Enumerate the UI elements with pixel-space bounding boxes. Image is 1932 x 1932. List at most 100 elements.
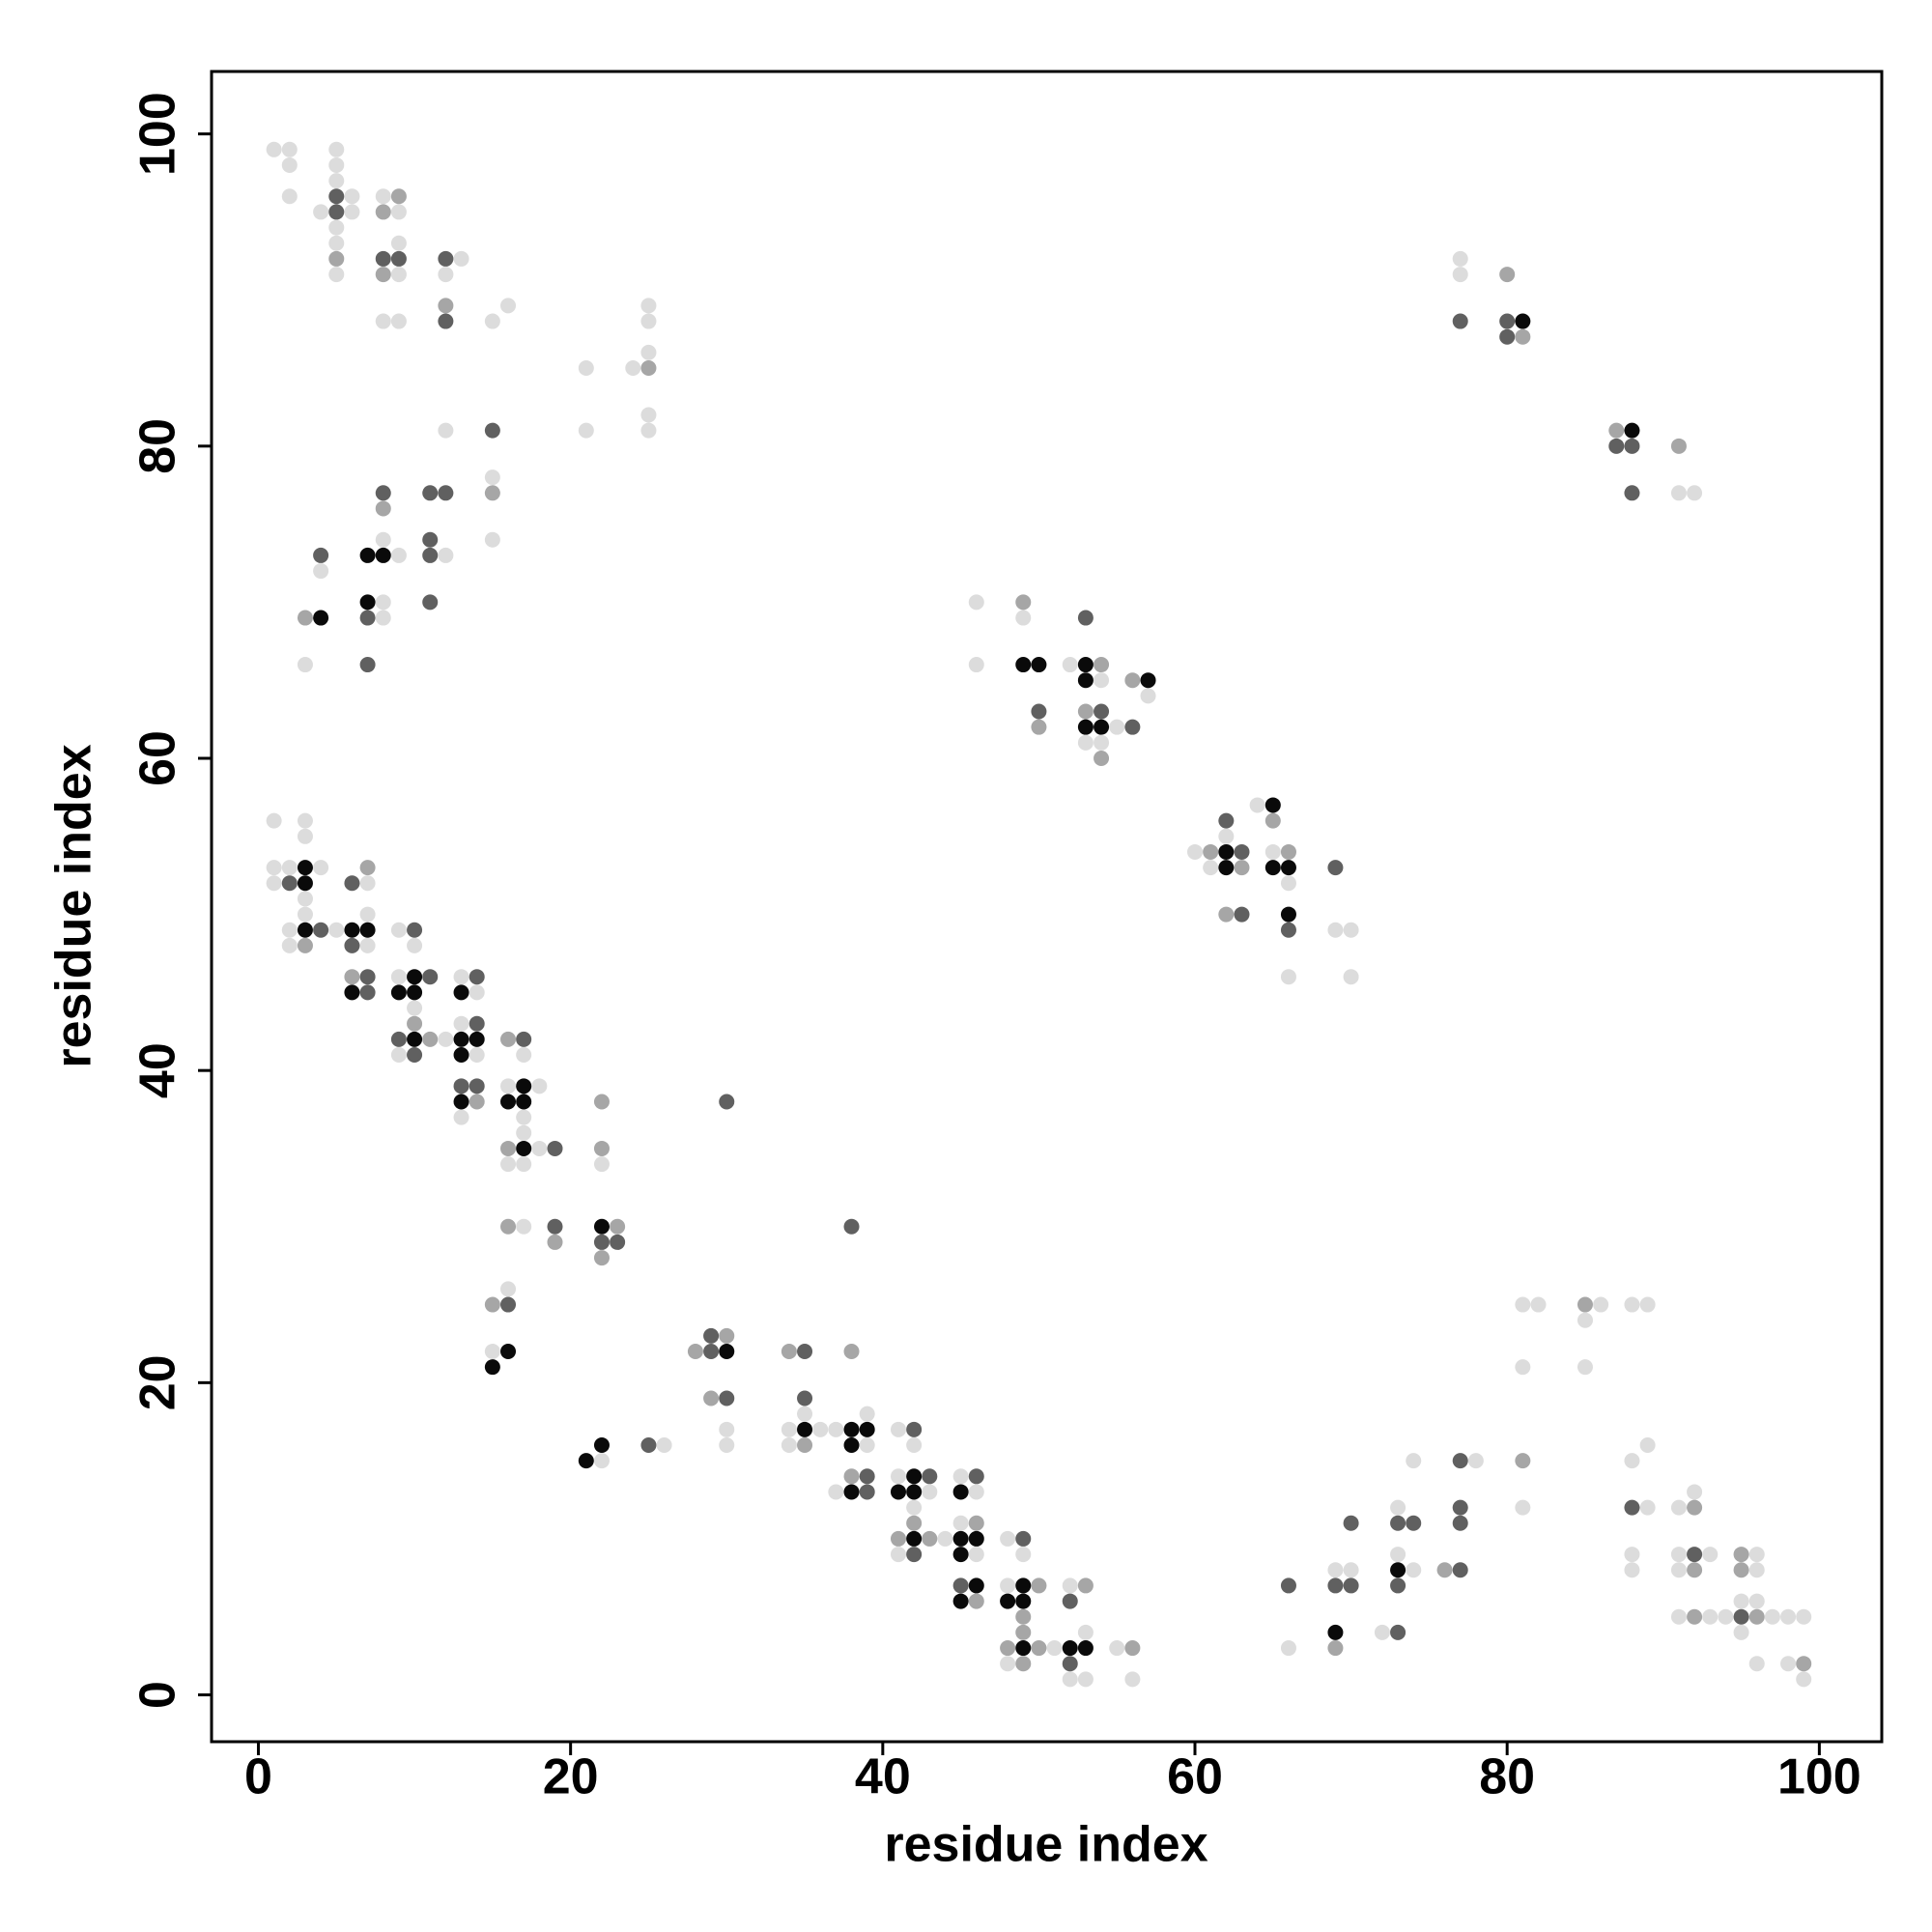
scatter-point xyxy=(1452,313,1468,329)
scatter-point xyxy=(1000,1656,1016,1672)
scatter-point xyxy=(1515,328,1531,345)
scatter-point xyxy=(1124,1640,1141,1657)
scatter-point xyxy=(484,1296,500,1313)
scatter-point xyxy=(890,1468,906,1485)
scatter-point xyxy=(1515,1499,1531,1516)
scatter-point xyxy=(1031,719,1047,735)
scatter-point xyxy=(890,1547,906,1563)
x-tick-label: 60 xyxy=(1167,1749,1223,1805)
scatter-point xyxy=(375,188,391,205)
scatter-point xyxy=(1452,1562,1468,1578)
scatter-point xyxy=(1670,438,1687,454)
scatter-point xyxy=(297,610,313,626)
scatter-point xyxy=(640,407,657,423)
scatter-point xyxy=(922,1468,938,1485)
scatter-point xyxy=(640,313,657,329)
scatter-point xyxy=(703,1327,720,1344)
scatter-point xyxy=(1390,1515,1406,1531)
scatter-point xyxy=(1343,1515,1359,1531)
scatter-point xyxy=(1218,812,1235,829)
scatter-point xyxy=(438,298,454,314)
scatter-point xyxy=(453,969,469,985)
scatter-point xyxy=(516,1094,532,1110)
scatter-point xyxy=(1109,719,1125,735)
scatter-point xyxy=(1077,657,1094,673)
scatter-point xyxy=(1748,1608,1765,1625)
scatter-point xyxy=(297,875,313,892)
scatter-point xyxy=(968,1577,984,1594)
scatter-point xyxy=(297,812,313,829)
scatter-point xyxy=(328,219,345,236)
scatter-point xyxy=(1000,1530,1016,1547)
scatter-point xyxy=(375,531,391,548)
scatter-point xyxy=(1077,1640,1094,1657)
scatter-point xyxy=(906,1547,923,1563)
scatter-point xyxy=(1015,594,1032,611)
scatter-point xyxy=(1327,1640,1344,1657)
scatter-point xyxy=(422,531,439,548)
scatter-point xyxy=(469,1078,485,1094)
scatter-point xyxy=(797,1344,813,1360)
scatter-point xyxy=(1733,1593,1749,1609)
scatter-point xyxy=(1452,1515,1468,1531)
scatter-point xyxy=(422,485,439,501)
scatter-point xyxy=(781,1421,797,1437)
scatter-point xyxy=(1406,1453,1422,1469)
scatter-point xyxy=(1327,922,1344,938)
scatter-point xyxy=(1733,1562,1749,1578)
scatter-point xyxy=(703,1344,720,1360)
scatter-point xyxy=(297,937,313,953)
scatter-point xyxy=(578,422,594,439)
scatter-point xyxy=(1733,1608,1749,1625)
scatter-point xyxy=(1000,1640,1016,1657)
scatter-point xyxy=(1264,797,1281,813)
scatter-point xyxy=(1234,860,1250,876)
scatter-point xyxy=(1280,1577,1296,1594)
scatter-point xyxy=(1094,734,1110,751)
scatter-point xyxy=(1062,1671,1078,1688)
scatter-point xyxy=(1077,1624,1094,1640)
scatter-point xyxy=(484,531,500,548)
scatter-point xyxy=(1031,1577,1047,1594)
scatter-point xyxy=(952,1468,969,1485)
scatter-point xyxy=(281,188,298,205)
scatter-point xyxy=(500,1140,517,1156)
scatter-point xyxy=(1390,1547,1406,1563)
scatter-point xyxy=(1639,1296,1656,1313)
scatter-point xyxy=(1687,1562,1703,1578)
scatter-point xyxy=(1218,860,1235,876)
scatter-point xyxy=(438,422,454,439)
scatter-point xyxy=(1624,422,1640,439)
scatter-point xyxy=(422,969,439,985)
scatter-point xyxy=(453,1047,469,1064)
scatter-point xyxy=(1077,703,1094,720)
scatter-point xyxy=(407,984,423,1001)
scatter-point xyxy=(328,922,345,938)
scatter-point xyxy=(1764,1608,1780,1625)
scatter-point xyxy=(968,657,984,673)
scatter-point xyxy=(1608,438,1625,454)
scatter-point xyxy=(1124,1671,1141,1688)
scatter-point xyxy=(1577,1359,1593,1376)
y-tick-label: 80 xyxy=(130,418,186,474)
scatter-point xyxy=(937,1530,953,1547)
scatter-point xyxy=(390,313,407,329)
scatter-point xyxy=(1624,1547,1640,1563)
scatter-point xyxy=(1218,906,1235,923)
scatter-point xyxy=(859,1468,875,1485)
scatter-point xyxy=(952,1484,969,1500)
scatter-point xyxy=(359,937,376,953)
scatter-point xyxy=(719,1421,735,1437)
scatter-point xyxy=(640,298,657,314)
scatter-point xyxy=(906,1436,923,1453)
scatter-point xyxy=(469,1031,485,1047)
scatter-point xyxy=(390,969,407,985)
scatter-point xyxy=(438,547,454,563)
scatter-point xyxy=(328,141,345,157)
scatter-point xyxy=(843,1484,860,1500)
scatter-point xyxy=(906,1515,923,1531)
scatter-point xyxy=(390,1031,407,1047)
x-tick-label: 40 xyxy=(855,1749,911,1805)
scatter-point xyxy=(1327,1562,1344,1578)
scatter-point xyxy=(719,1390,735,1406)
